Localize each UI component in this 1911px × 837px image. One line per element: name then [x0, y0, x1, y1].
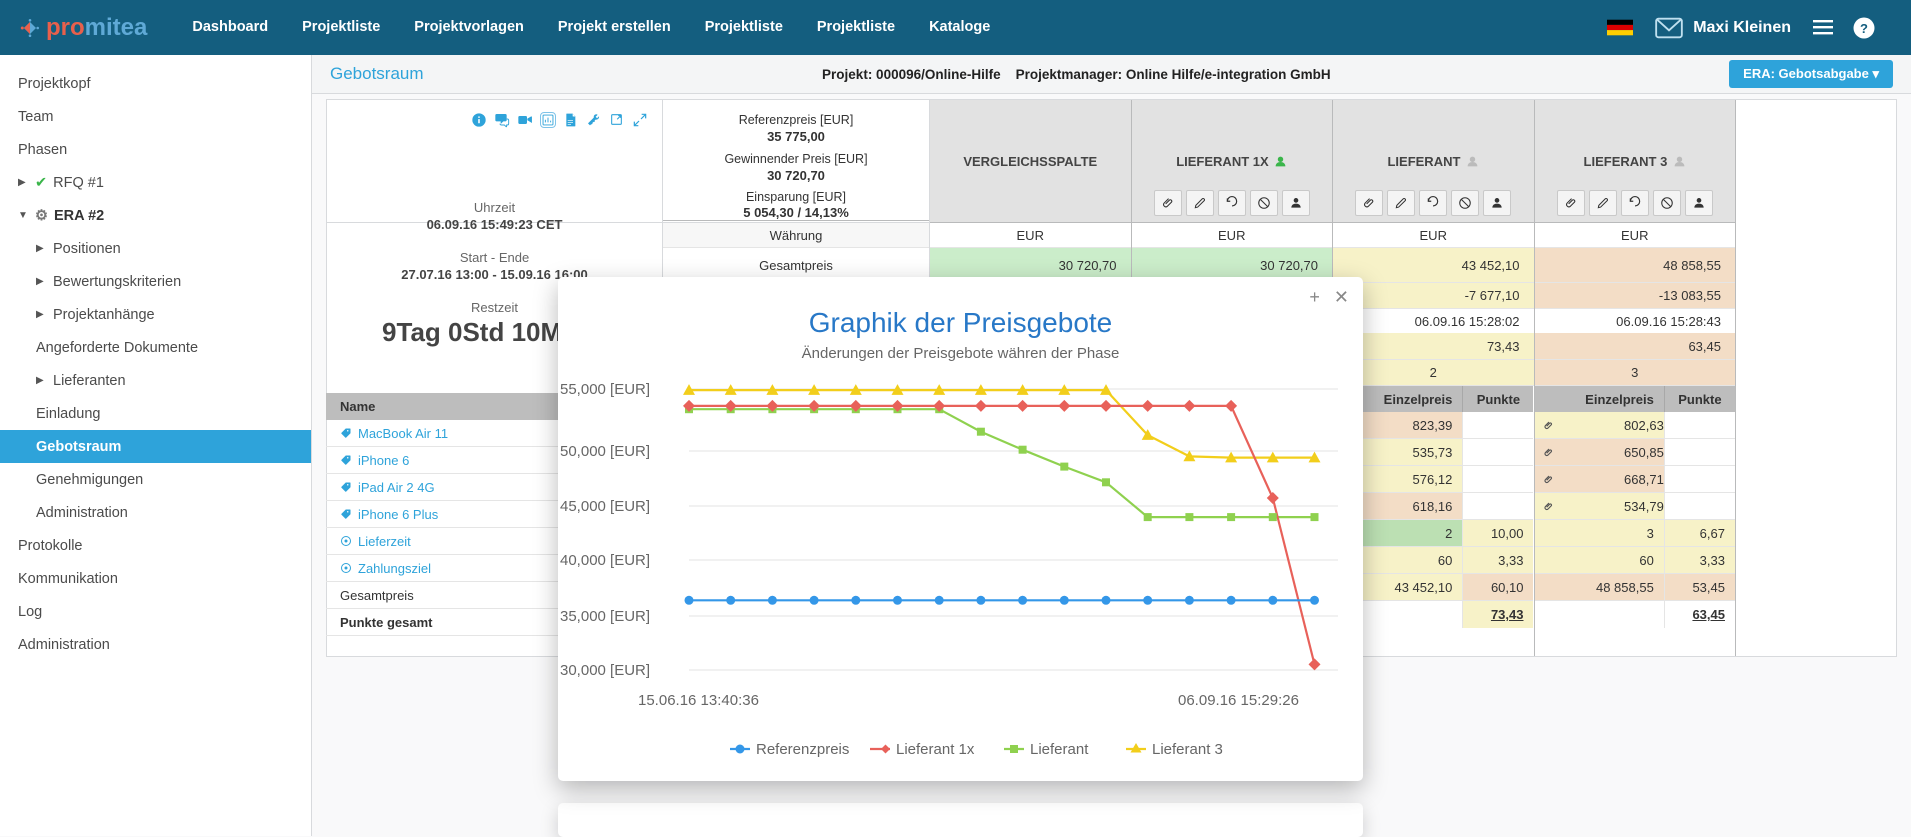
svg-text:50,000 [EUR]: 50,000 [EUR] — [560, 443, 650, 460]
svg-text:?: ? — [1860, 21, 1868, 36]
svg-text:45,000 [EUR]: 45,000 [EUR] — [560, 498, 650, 515]
svg-text:55,000 [EUR]: 55,000 [EUR] — [560, 381, 650, 398]
svg-text:40,000 [EUR]: 40,000 [EUR] — [560, 552, 650, 569]
svg-text:30,000 [EUR]: 30,000 [EUR] — [560, 662, 650, 679]
svg-text:06.09.16 15:29:26: 06.09.16 15:29:26 — [1178, 692, 1299, 709]
svg-text:35,000 [EUR]: 35,000 [EUR] — [560, 608, 650, 625]
svg-text:Lieferant: Lieferant — [1030, 741, 1089, 758]
svg-text:15.06.16 13:40:36: 15.06.16 13:40:36 — [638, 692, 759, 709]
svg-text:Referenzpreis: Referenzpreis — [756, 741, 849, 758]
svg-text:Lieferant 3: Lieferant 3 — [1152, 741, 1223, 758]
svg-text:Lieferant 1x: Lieferant 1x — [896, 741, 975, 758]
